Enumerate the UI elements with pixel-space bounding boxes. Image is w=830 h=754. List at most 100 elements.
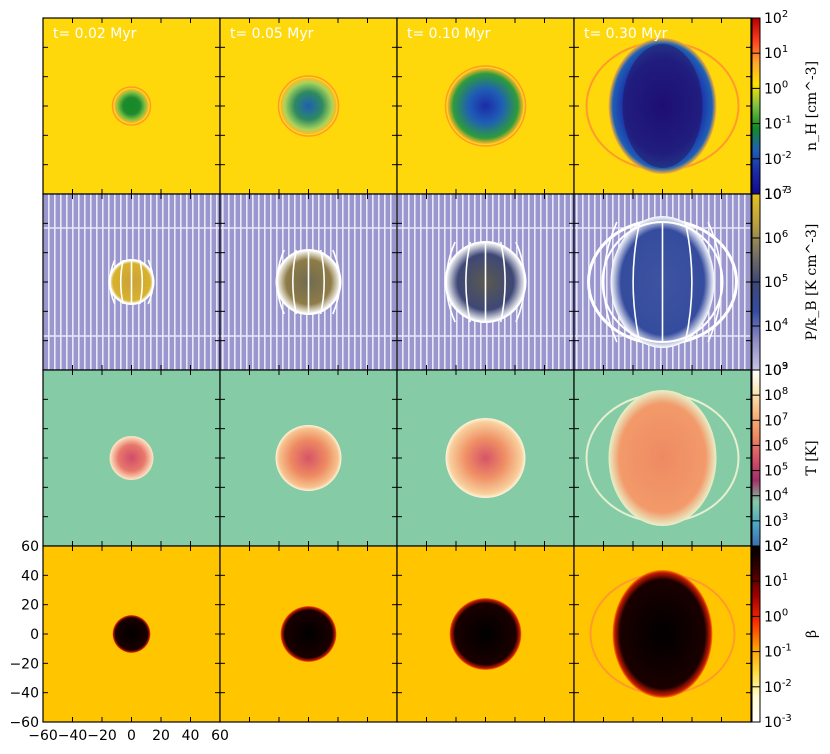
bubble: [612, 570, 713, 698]
colorbar-tick-label: 107: [764, 185, 788, 203]
colorbar-tick-label: 103: [764, 512, 788, 530]
panel-content: [574, 370, 751, 546]
bubble: [280, 606, 337, 662]
colorbar-label: T [K]: [804, 440, 820, 475]
panel-content: [220, 18, 397, 194]
panel-beta-2: [396, 545, 575, 723]
colorbar-tick-label: 10-2: [764, 150, 792, 168]
colorbar-tick-label: 106: [764, 436, 788, 454]
bubble-core: [622, 44, 703, 168]
bubble-rim: [277, 75, 340, 137]
y-tick-label: 0: [30, 627, 39, 643]
colorbar-tick-label: 100: [764, 79, 788, 97]
bubble: [109, 436, 154, 480]
panel-beta-3: [573, 545, 752, 723]
colorbar-tick-label: 10-3: [764, 713, 792, 731]
x-tick-label: −60: [28, 728, 58, 744]
colorbar-tick-label: 108: [764, 386, 788, 404]
panel-temperature-2: [396, 369, 575, 547]
bubble-rim: [444, 65, 527, 147]
colorbar: [751, 545, 761, 723]
colorbar-label: P/k_B [K cm^-3]: [804, 224, 820, 341]
field-line: [632, 221, 641, 343]
colorbar-label: β: [804, 630, 820, 638]
x-tick-label: −40: [58, 728, 88, 744]
colorbar-tick-label: 102: [764, 9, 788, 27]
bubble-rim: [111, 86, 152, 126]
bubble: [447, 68, 524, 144]
time-label: t= 0.30 Myr: [584, 26, 668, 42]
colorbar-tick-label: 105: [764, 273, 788, 291]
panel-pressure-1: [219, 193, 398, 371]
colorbar-tick-label: 104: [764, 487, 788, 505]
bubble-boundary: [108, 259, 155, 305]
field-line: [292, 249, 298, 315]
bubble: [280, 78, 337, 134]
y-tick-label: −20: [9, 656, 39, 672]
x-tick-label: 60: [211, 728, 229, 744]
panel-pressure-2: [396, 193, 575, 371]
colorbar-tick-label: 107: [764, 411, 788, 429]
panel-content: [43, 194, 220, 370]
time-label: t= 0.10 Myr: [407, 26, 491, 42]
panel-temperature-0: [42, 369, 221, 547]
colorbar-tick-label: 104: [764, 317, 788, 335]
panel-density-0: t= 0.02 Myr: [42, 17, 221, 195]
field-line: [499, 241, 506, 323]
panel-content: [574, 18, 751, 194]
colorbar-tick-label: 103: [764, 361, 788, 379]
colorbar-tick-label: 10-3: [764, 185, 792, 203]
y-tick-label: 40: [21, 568, 39, 584]
panel-content: [574, 194, 751, 370]
colorbar-temperature: 109 108 107 106 105 104 103 102 T [K]: [751, 361, 820, 555]
panel-density-1: t= 0.05 Myr: [219, 17, 398, 195]
panel-content: [220, 194, 397, 370]
colorbar-tick-label: 10-1: [764, 115, 792, 133]
y-tick-label: −60: [9, 715, 39, 731]
bubble: [449, 598, 522, 670]
field-line: [319, 249, 325, 315]
field-line: [602, 221, 618, 343]
panel-content: [43, 370, 220, 546]
panel-content: [397, 546, 574, 722]
colorbar-tick-label: 102: [764, 537, 788, 555]
colorbar-density: 102 101 100 10-1 10-2 10-3 n_H [cm^-3]: [751, 9, 820, 203]
panel-pressure-3: [573, 193, 752, 371]
x-tick-label: 20: [152, 728, 170, 744]
x-tick-label: −20: [87, 728, 117, 744]
field-line: [465, 241, 472, 323]
colorbar-tick-label: 101: [764, 572, 788, 590]
field-line: [684, 221, 693, 343]
colorbar: [751, 369, 761, 547]
bubble: [445, 418, 526, 498]
colorbar-tick-label: 101: [764, 44, 788, 62]
y-tick-label: −40: [9, 686, 39, 702]
field-line: [139, 259, 144, 305]
y-tick-label: 20: [21, 598, 39, 614]
panel-density-3: t= 0.30 Myr: [573, 17, 752, 195]
time-label: t= 0.02 Myr: [53, 26, 137, 42]
panel-content: [220, 370, 397, 546]
colorbar-tick-label: 10-1: [764, 643, 792, 661]
y-tick-label: 60: [21, 539, 39, 555]
panel-content: [220, 546, 397, 722]
bubble: [112, 615, 151, 653]
x-tick-label: 0: [127, 728, 136, 744]
colorbar-tick-label: 106: [764, 229, 788, 247]
panel-beta-0: [42, 545, 221, 723]
bubble: [275, 425, 342, 491]
time-label: t= 0.05 Myr: [230, 26, 314, 42]
x-tick-label: 40: [182, 728, 200, 744]
colorbar: [751, 17, 761, 195]
bubble-boundary: [444, 241, 527, 323]
colorbar-pressure: 107 106 105 104 103 P/k_B [K cm^-3]: [751, 185, 820, 379]
panel-content: [574, 546, 751, 722]
colorbar-beta: 102 101 100 10-1 10-2 10-3 β: [751, 537, 820, 731]
colorbar-tick-label: 109: [764, 361, 788, 379]
panel-content: [43, 546, 220, 722]
panel-content: [397, 370, 574, 546]
panel-temperature-3: [573, 369, 752, 547]
bubble: [608, 390, 717, 526]
